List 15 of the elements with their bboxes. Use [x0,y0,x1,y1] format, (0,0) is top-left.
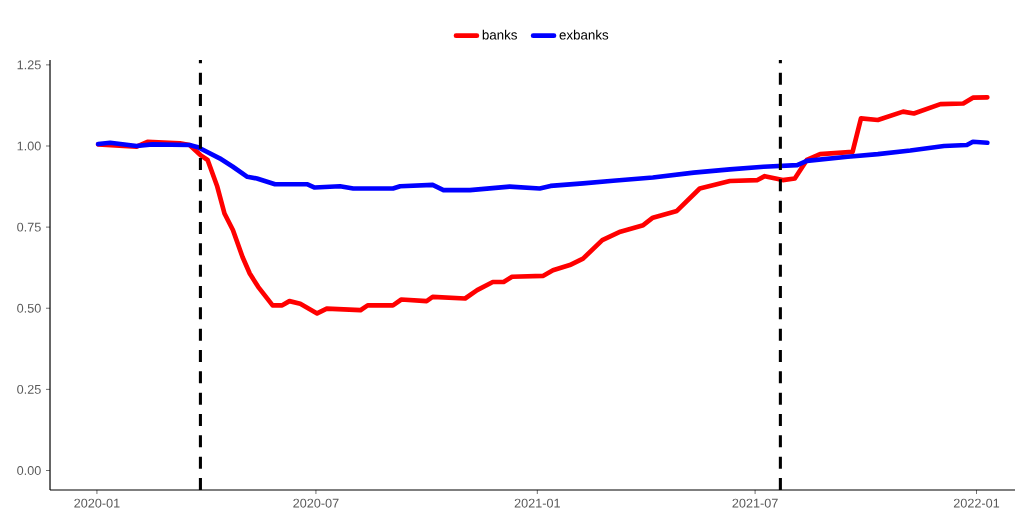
y-tick-label: 1.25 [17,60,41,70]
x-tick-label: 2020-07 [293,498,339,508]
y-tick-label: 0.75 [17,222,41,232]
line-series [95,139,990,193]
x-tick-label: 2021-01 [514,498,560,508]
legend-label: banks [482,29,517,40]
line-series [95,94,990,316]
legend-label: exbanks [559,29,609,40]
y-tick-label: 0.50 [17,303,41,313]
x-tick-label: 2020-01 [74,498,120,508]
x-tick-label: 2022-01 [953,498,1000,508]
y-tick-label: 0.00 [17,466,41,475]
x-tick-label: 2021-07 [732,498,778,508]
y-tick-label: 1.00 [17,141,41,151]
y-tick-label: 0.25 [17,384,41,394]
